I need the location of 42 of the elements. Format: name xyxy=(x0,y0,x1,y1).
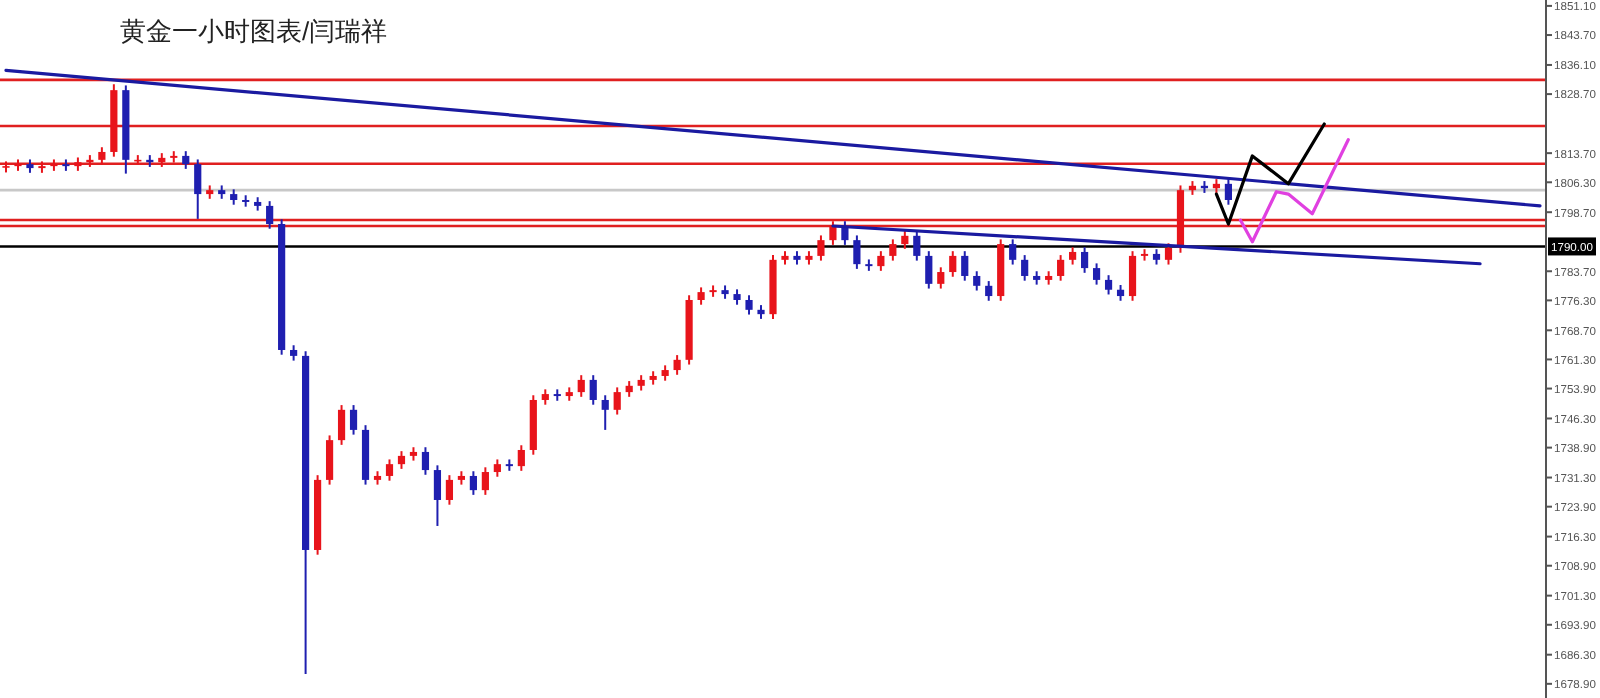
candlestick xyxy=(613,386,621,416)
candlestick xyxy=(517,444,525,472)
candlestick xyxy=(1009,238,1017,266)
candlestick xyxy=(853,234,861,270)
candlestick xyxy=(877,250,885,272)
candlestick xyxy=(385,458,394,482)
candlestick xyxy=(961,250,969,282)
candlestick xyxy=(433,464,442,527)
candlestick xyxy=(469,470,477,496)
candlestick xyxy=(601,394,609,431)
candlestick xyxy=(445,474,454,506)
candlestick xyxy=(194,158,202,220)
candlestick xyxy=(337,404,346,446)
candlestick xyxy=(1164,242,1173,266)
candlestick xyxy=(1128,250,1137,302)
candlestick xyxy=(325,434,334,486)
candlestick xyxy=(589,374,597,406)
candlestick xyxy=(349,404,358,436)
line-series xyxy=(1238,138,1350,244)
candlestick xyxy=(889,238,897,262)
line-series xyxy=(1214,122,1326,226)
candlestick xyxy=(925,250,933,290)
candlestick xyxy=(973,270,981,292)
candlestick xyxy=(1081,246,1089,274)
candlestick xyxy=(421,446,430,476)
text: 黄金一小时图表/闫瑞祥 xyxy=(120,16,388,46)
candlestick xyxy=(985,280,993,302)
candlestick xyxy=(1021,254,1029,282)
candlestick xyxy=(937,266,945,290)
candlestick xyxy=(1092,262,1101,286)
candlestick xyxy=(577,374,585,398)
candlestick xyxy=(745,294,753,316)
candlestick xyxy=(1104,274,1113,296)
candlestick xyxy=(817,234,825,262)
candlestick xyxy=(1057,254,1065,282)
candlestick xyxy=(481,466,489,496)
candlestick xyxy=(949,250,957,278)
candlestick xyxy=(266,200,274,230)
candlestick xyxy=(841,220,849,246)
candlestick xyxy=(913,230,921,262)
candlestick xyxy=(673,354,681,376)
candlestick xyxy=(1224,178,1233,206)
